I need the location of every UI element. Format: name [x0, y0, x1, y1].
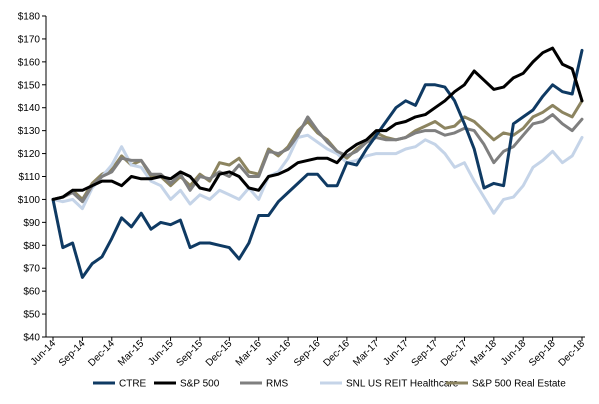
x-tick-label: Sep-15 — [174, 338, 205, 369]
legend-label: S&P 500 — [180, 379, 220, 390]
y-tick-label: $80 — [23, 241, 40, 252]
x-tick-label: Jun-18 — [499, 338, 529, 368]
x-tick-label: Mar-18 — [469, 338, 499, 368]
x-tick-label: Jun-16 — [264, 338, 294, 368]
y-tick-label: $70 — [23, 264, 40, 275]
chart-legend: CTRE S&P 500 RMS SNL US REIT Healthcare S&P … — [93, 379, 566, 390]
x-tick-label: Dec-15 — [204, 338, 235, 369]
y-tick-label: $50 — [23, 310, 40, 321]
y-tick-label: $40 — [23, 333, 40, 344]
y-axis-ticks: $40 $50 $60 $70 $80 $90 $100 $110 $120 $130 $140 $1… — [18, 12, 46, 344]
x-tick-label: Dec-18 — [557, 338, 588, 369]
x-tick-label: Dec-17 — [439, 338, 470, 369]
series-line-s-p-500 — [51, 46, 584, 201]
y-tick-label: $180 — [18, 12, 41, 23]
x-tick-label: Mar-17 — [351, 338, 381, 368]
y-tick-label: $90 — [23, 218, 40, 229]
x-tick-label: Mar-15 — [116, 338, 146, 368]
series-line-snl-us-reit-healthcare — [51, 133, 584, 215]
x-tick-label: Sep-14 — [57, 338, 88, 369]
series-line-rms — [51, 113, 584, 204]
x-tick-label: Jun-15 — [146, 338, 176, 368]
legend-label: RMS — [266, 379, 289, 390]
x-tick-label: Sep-16 — [292, 338, 323, 369]
y-tick-label: $170 — [18, 34, 41, 45]
series-line-ctre — [51, 48, 584, 279]
legend-label: S&P 500 Real Estate — [472, 379, 566, 390]
x-tick-label: Sep-17 — [410, 338, 441, 369]
x-tick-label: Jun-17 — [381, 338, 411, 368]
y-tick-label: $140 — [18, 103, 41, 114]
x-tick-label: Mar-16 — [234, 338, 264, 368]
x-tick-label: Dec-14 — [86, 338, 117, 369]
chart-axes: $40 $50 $60 $70 $80 $90 $100 $110 $120 $130 $140 $1… — [18, 12, 588, 369]
legend-label: SNL US REIT Healthcare — [346, 379, 459, 390]
y-tick-label: $60 — [23, 287, 40, 298]
y-tick-label: $110 — [18, 172, 40, 183]
series-lines — [51, 46, 584, 279]
x-tick-label: Dec-16 — [321, 338, 352, 369]
y-tick-label: $150 — [18, 80, 41, 91]
legend-label: CTRE — [119, 379, 147, 390]
x-tick-label: Sep-18 — [527, 338, 558, 369]
y-tick-label: $130 — [18, 126, 41, 137]
y-tick-label: $160 — [18, 57, 41, 68]
y-tick-label: $120 — [18, 149, 41, 160]
y-tick-label: $100 — [18, 195, 41, 206]
